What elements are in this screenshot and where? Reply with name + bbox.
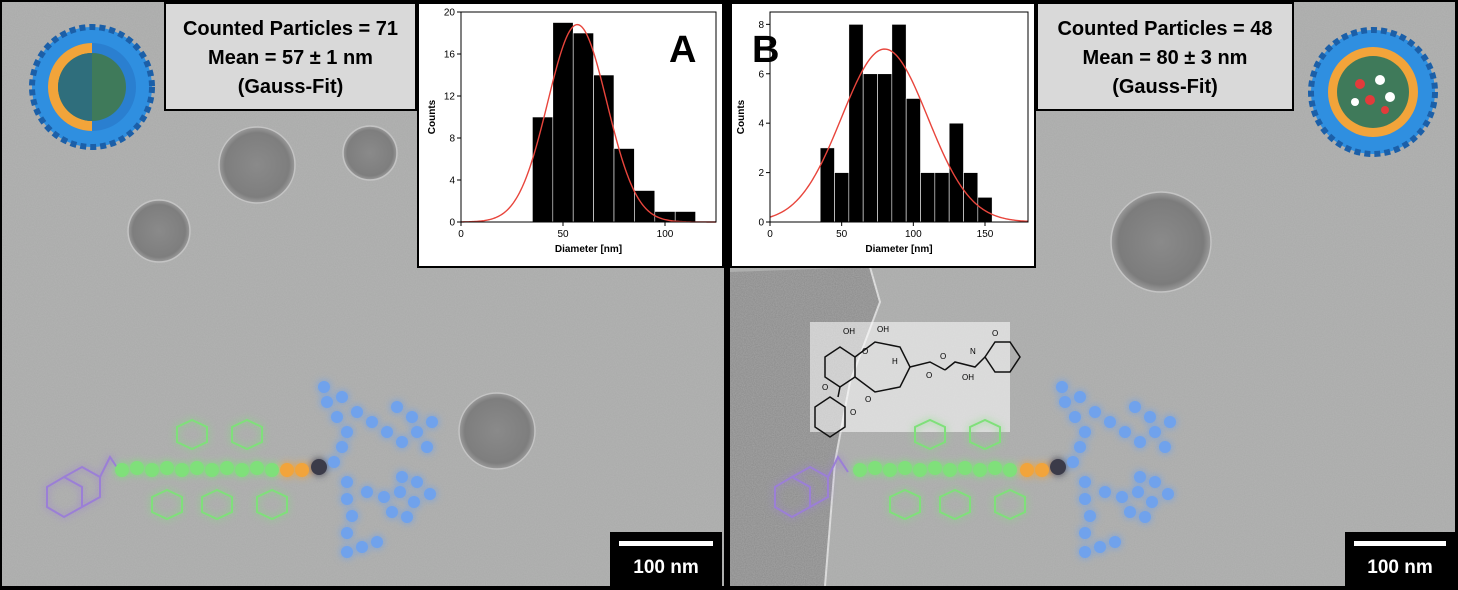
- micelle-drug-icon: [1308, 27, 1438, 157]
- particle: [127, 199, 191, 263]
- histogram-bar: [948, 122, 964, 223]
- histogram-bar: [834, 172, 850, 223]
- mean-diameter-text: Mean = 57 ± 1 nm: [208, 47, 373, 69]
- x-tick-label: 0: [458, 229, 464, 240]
- histogram-bar: [552, 22, 574, 223]
- histogram-a: 0 50 100 0 4 8 12 16 20 Diameter [nm] Counts A: [427, 8, 717, 255]
- particle: [458, 392, 536, 470]
- plot-frame: [460, 11, 717, 223]
- particle: [218, 126, 296, 204]
- polymer-schematic: [46, 381, 438, 558]
- histogram-bar: [848, 24, 864, 223]
- x-tick-label: 0: [767, 229, 773, 240]
- svg-text:O: O: [822, 383, 828, 392]
- histogram-bar: [532, 116, 554, 223]
- histogram-bar: [862, 73, 878, 223]
- svg-text:O: O: [940, 352, 946, 361]
- svg-text:O: O: [850, 408, 856, 417]
- histogram-a-frame: 0 50 100 0 4 8 12 16 20 Diameter [nm] Counts A: [417, 2, 724, 268]
- histogram-b-frame: 0 50 100 150 0 2 4 6 8 Diameter [nm] Counts B: [730, 2, 1036, 268]
- svg-text:OH: OH: [962, 373, 974, 382]
- svg-text:OH: OH: [843, 327, 855, 336]
- histogram-bar: [819, 147, 835, 223]
- svg-text:O: O: [865, 395, 871, 404]
- x-axis-label: Diameter [nm]: [865, 244, 932, 255]
- scale-bar-line: [1354, 541, 1446, 546]
- scale-bar: 100 nm: [1345, 532, 1455, 586]
- panel-letter: B: [752, 29, 779, 71]
- particle: [342, 125, 398, 181]
- svg-text:O: O: [926, 371, 932, 380]
- x-tick-label: 100: [657, 229, 674, 240]
- svg-text:O: O: [862, 347, 868, 356]
- x-axis-label: Diameter [nm]: [555, 244, 622, 255]
- y-tick-label: 8: [758, 20, 764, 31]
- y-tick-label: 4: [449, 176, 455, 187]
- y-tick-label: 0: [449, 218, 455, 229]
- svg-text:H: H: [892, 357, 898, 366]
- histogram-bar: [593, 74, 615, 223]
- y-tick-label: 6: [758, 69, 764, 80]
- panel-letter: A: [669, 29, 696, 71]
- histogram-b: 0 50 100 150 0 2 4 6 8 Diameter [nm] Counts B: [736, 11, 1029, 255]
- histogram-bar: [920, 172, 936, 223]
- histogram-bar: [977, 196, 993, 223]
- y-axis-label: Counts: [427, 99, 438, 134]
- fit-method-text: (Gauss-Fit): [1112, 76, 1218, 98]
- svg-text:OH: OH: [877, 325, 889, 334]
- gauss-fit-curve: [460, 23, 716, 223]
- y-tick-label: 4: [758, 119, 764, 130]
- x-tick-label: 100: [905, 229, 922, 240]
- scale-bar: 100 nm: [610, 532, 722, 586]
- particle-stats-box: Counted Particles = 71 Mean = 57 ± 1 nm …: [164, 2, 417, 111]
- scale-bar-line: [619, 541, 713, 546]
- particle: [1110, 191, 1212, 293]
- scale-bar-label: 100 nm: [633, 557, 699, 578]
- micelle-icon: [29, 24, 155, 150]
- x-tick-label: 50: [557, 229, 569, 240]
- y-axis-label: Counts: [736, 99, 747, 134]
- histogram-bar: [572, 32, 594, 223]
- particle-stats-box: Counted Particles = 48 Mean = 80 ± 3 nm …: [1036, 2, 1294, 111]
- counted-particles-text: Counted Particles = 71: [182, 18, 399, 40]
- polymer-schematic: [774, 381, 1176, 558]
- drug-structure: [810, 322, 1021, 438]
- svg-text:N: N: [970, 347, 976, 356]
- scale-bar-label: 100 nm: [1367, 557, 1433, 578]
- histogram-bar: [905, 98, 921, 223]
- panel-b: OH OH O O O H O OH N O O O: [730, 2, 1455, 586]
- fit-method-text: (Gauss-Fit): [237, 76, 344, 98]
- y-tick-label: 12: [444, 92, 456, 103]
- plot-frame: [769, 11, 1029, 223]
- x-tick-label: 50: [836, 229, 848, 240]
- histogram-bar: [877, 73, 893, 223]
- gauss-fit-curve: [769, 48, 1029, 223]
- svg-text:O: O: [992, 329, 998, 338]
- panel-a: Counted Particles = 71 Mean = 57 ± 1 nm …: [2, 2, 724, 586]
- y-tick-label: 16: [444, 50, 456, 61]
- y-tick-label: 8: [449, 134, 455, 145]
- mean-diameter-text: Mean = 80 ± 3 nm: [1082, 47, 1248, 69]
- y-tick-label: 2: [758, 168, 764, 179]
- drug-labels: OH OH O O O H O OH N O O O: [822, 325, 998, 417]
- counted-particles-text: Counted Particles = 48: [1057, 18, 1273, 40]
- y-tick-label: 0: [758, 218, 764, 229]
- x-tick-label: 150: [977, 229, 994, 240]
- histogram-bar: [963, 172, 979, 223]
- histogram-bar: [674, 211, 696, 223]
- histogram-bar: [934, 172, 950, 223]
- y-tick-label: 20: [444, 8, 456, 19]
